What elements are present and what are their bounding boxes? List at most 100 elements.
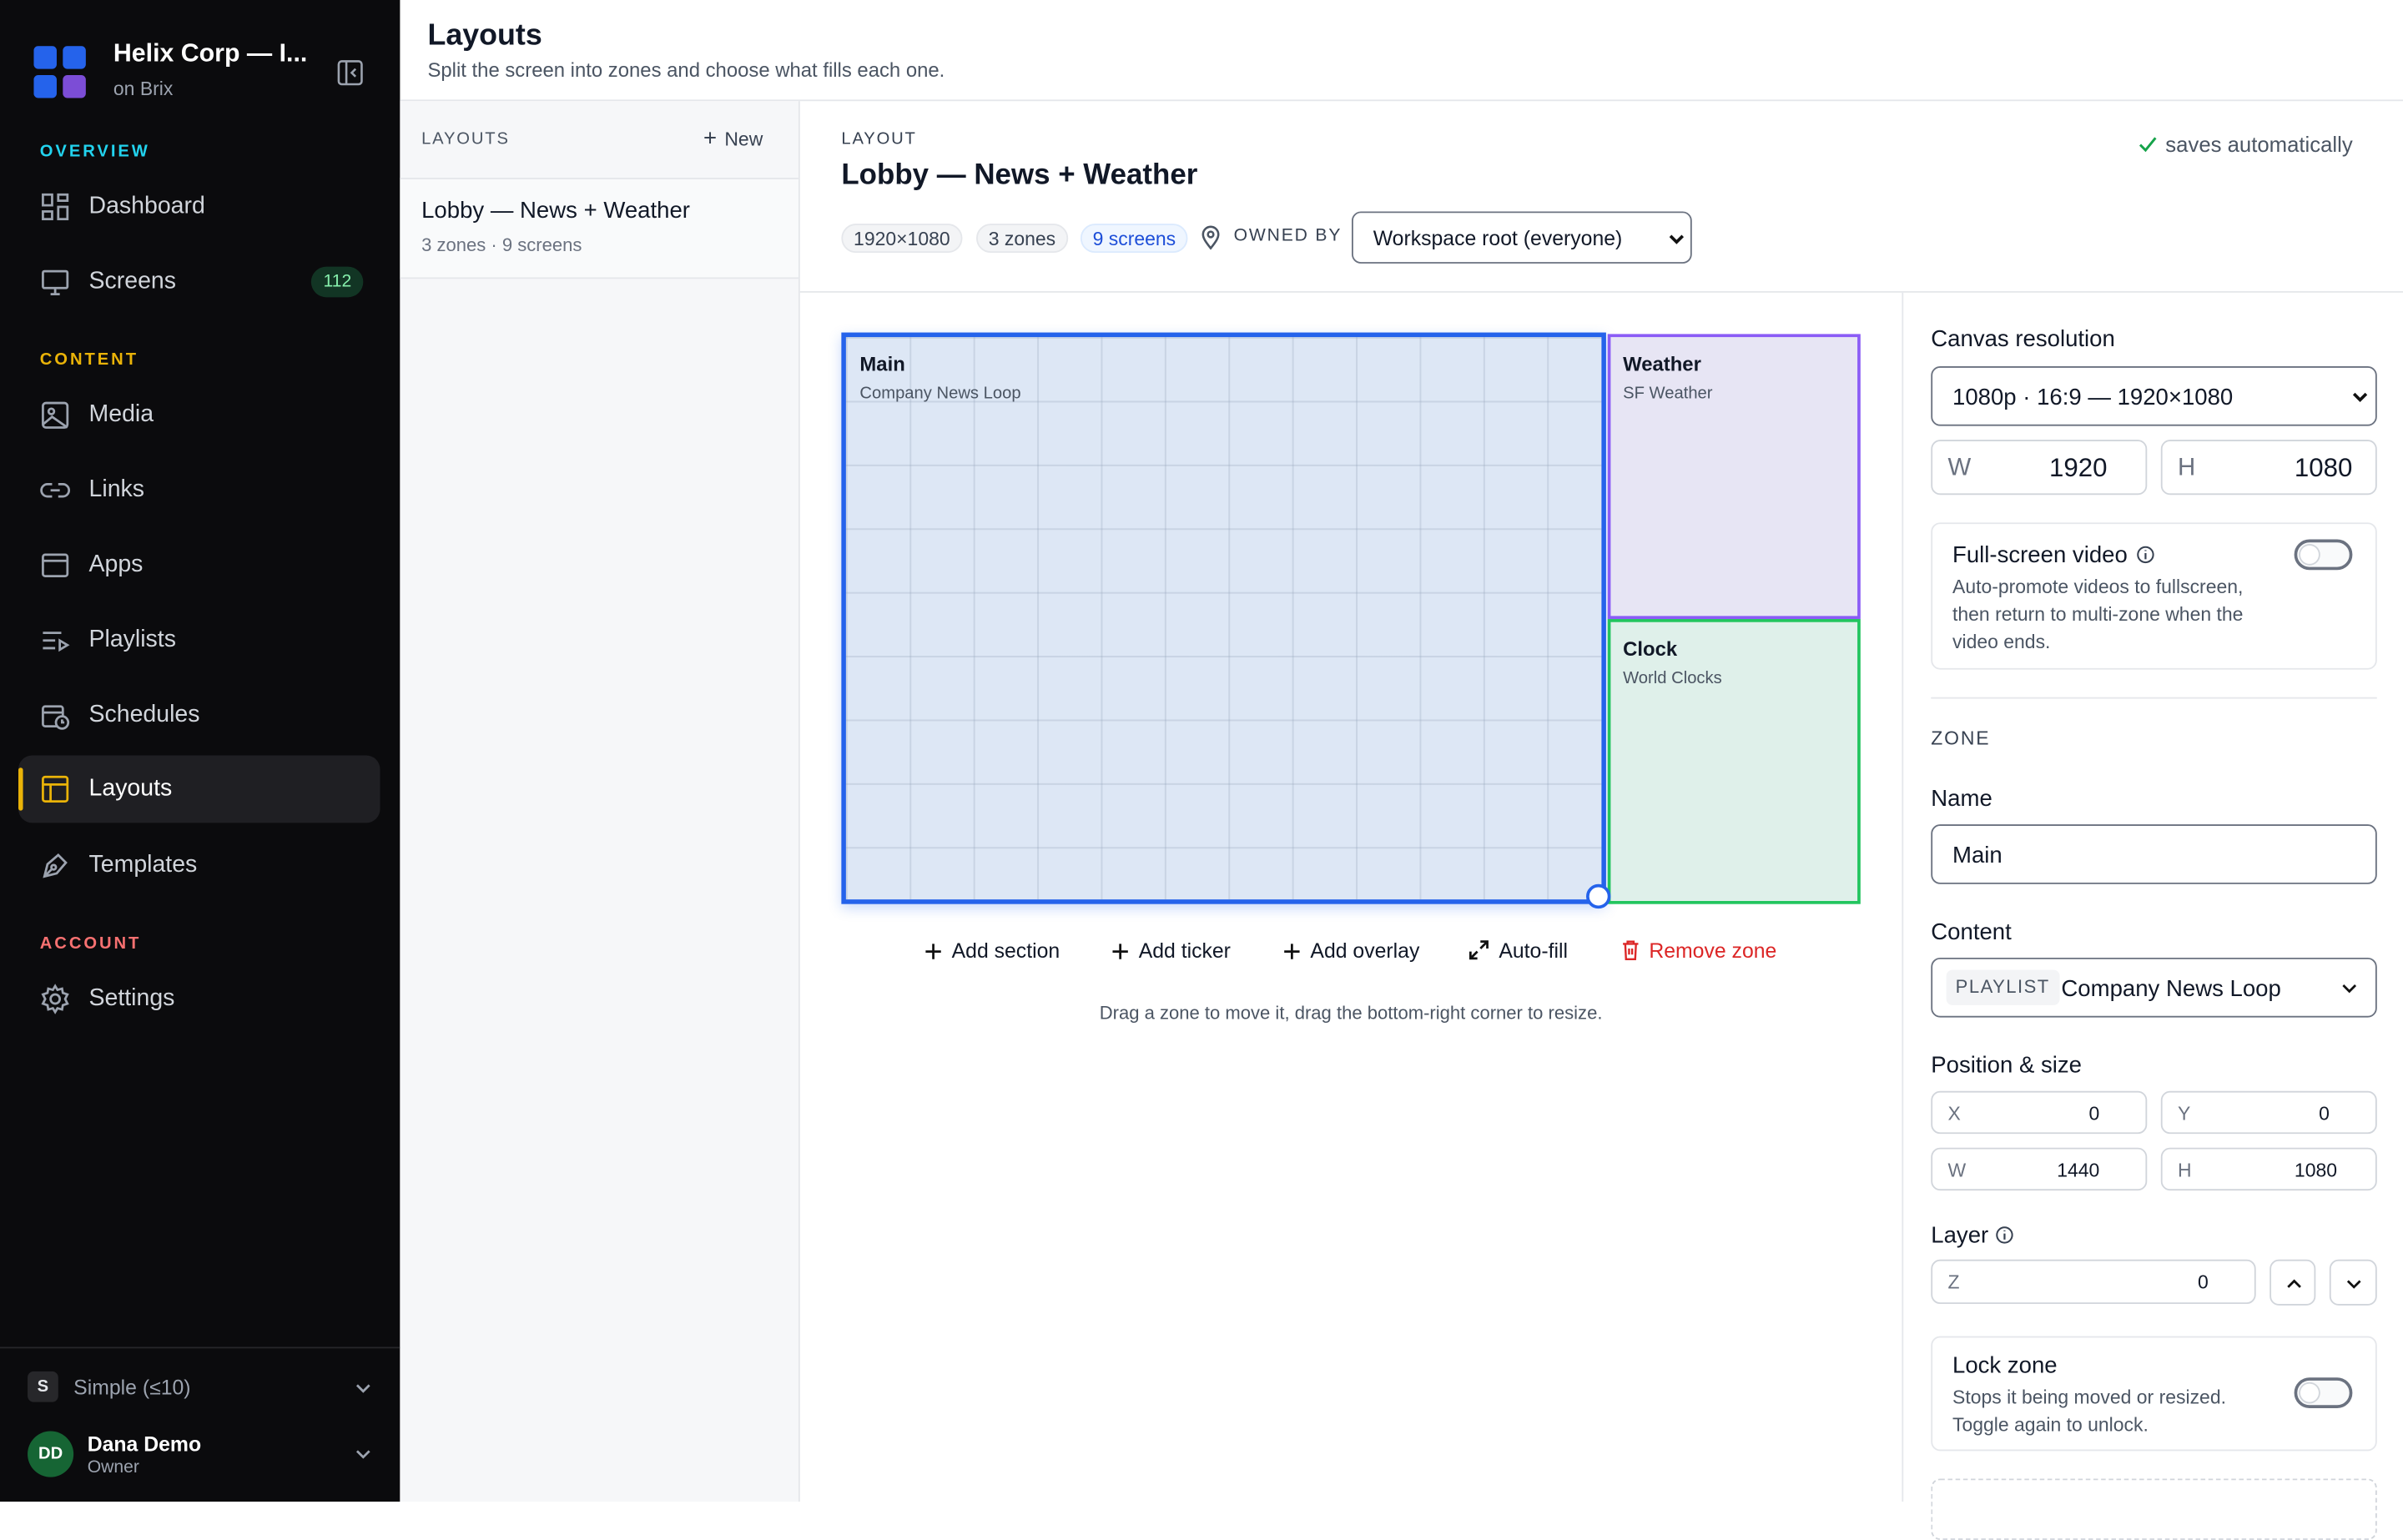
nav-item[interactable]: Links [18, 456, 380, 524]
input-value: 1440 [2057, 1160, 2100, 1182]
field-label: Layer [1931, 1223, 2013, 1249]
layout-list-item[interactable]: Lobby — News + Weather 3 zones · 9 scree… [400, 178, 798, 279]
chip: 3 zones [976, 224, 1068, 254]
card-title-text: Full-screen video [1952, 542, 2128, 569]
page-subtitle: Split the screen into zones and choose w… [427, 58, 945, 82]
canvas-hint: Drag a zone to move it, drag the bottom-… [1099, 1002, 1603, 1024]
input-label: Z [1947, 1271, 1960, 1294]
nav-item[interactable]: Dashboard [18, 174, 380, 241]
content-select[interactable]: PLAYLIST Company News Loop [1931, 957, 2377, 1018]
collapse-button[interactable] [337, 60, 363, 86]
input-label: X [1947, 1103, 1961, 1125]
zone-name: Main [859, 352, 905, 376]
layer-up-button[interactable] [2270, 1259, 2316, 1306]
toggle[interactable] [2294, 1377, 2353, 1408]
nav-item[interactable]: Media [18, 381, 380, 449]
zone-main[interactable]: Main Company News Loop [841, 332, 1606, 904]
nav-label: Media [88, 401, 154, 428]
field-label: Position & size [1931, 1052, 2083, 1080]
add-overlay-button[interactable]: Add overlay [1282, 939, 1420, 963]
add-section-button[interactable]: Add section [924, 939, 1060, 963]
button-label: Auto-fill [1499, 939, 1569, 963]
chevron[interactable] [354, 1447, 372, 1462]
new-layout-button[interactable]: + New [703, 125, 763, 152]
resize-handle[interactable] [1586, 883, 1611, 909]
nav-label: Layouts [88, 775, 173, 802]
lock-card: Lock zone Stops it being moved or resize… [1931, 1336, 2377, 1452]
logo [33, 46, 86, 98]
input-value: Main [1952, 843, 2002, 869]
editor-header [799, 101, 2403, 293]
remove-zone-button[interactable]: Remove zone [1621, 939, 1777, 963]
panel-heading: LAYOUTS [421, 130, 510, 149]
zone-name: Weather [1623, 352, 1701, 376]
nav-item-active[interactable]: Layouts [18, 755, 380, 823]
card-description: Stops it being moved or resized. Toggle … [1952, 1387, 2227, 1437]
card-title: Lock zone [1952, 1352, 2058, 1380]
layout-meta: 3 zones · 9 screens [421, 234, 582, 256]
user-role: Owner [87, 1458, 139, 1477]
zone-clock[interactable]: Clock World Clocks [1607, 619, 1861, 904]
chip[interactable]: 9 screens [1080, 224, 1188, 254]
nav-item[interactable]: Schedules [18, 682, 380, 749]
add-ticker-button[interactable]: Add ticker [1111, 939, 1231, 962]
zone-content: World Clocks [1623, 669, 1722, 688]
nav-item[interactable]: Apps [18, 531, 380, 599]
divider [1902, 292, 1904, 1502]
nav-item[interactable]: Screens 112 [18, 249, 380, 316]
toggle[interactable] [2294, 539, 2353, 571]
nav-label: Screens [88, 268, 176, 294]
input-label: H [2178, 1160, 2192, 1182]
zone-name: Clock [1623, 637, 1678, 661]
name-input[interactable]: Main [1931, 824, 2377, 884]
resolution-select[interactable]: 1080p · 16:9 — 1920×1080 [1931, 365, 2377, 426]
button-label: Add section [951, 939, 1060, 963]
nav-item[interactable]: Settings [18, 965, 380, 1033]
width-input[interactable]: W 1920 [1931, 440, 2148, 496]
select-value: Workspace root (everyone) [1373, 226, 1623, 250]
button-label: Remove zone [1649, 939, 1777, 963]
input-value: 0 [2197, 1271, 2209, 1294]
page-title: Layouts [427, 18, 542, 53]
org-name: Helix Corp — I... [113, 39, 308, 68]
field-label-text: Layer [1931, 1222, 1989, 1249]
save-status: saves automatically [2138, 131, 2353, 157]
owner-select[interactable]: Workspace root (everyone) [1352, 211, 1692, 264]
zone-weather[interactable]: Weather SF Weather [1607, 334, 1861, 620]
field-label: Name [1931, 786, 1992, 813]
eyebrow: LAYOUT [841, 130, 917, 149]
nav-item[interactable]: Playlists [18, 606, 380, 674]
sidebar: Helix Corp — I... on Brix OVERVIEW Dashb… [0, 0, 400, 1502]
auto-fill-button[interactable]: Auto-fill [1468, 939, 1569, 963]
height-input[interactable]: H 1080 [2160, 440, 2377, 496]
fullscreen-card: Full-screen video Auto-promote videos to… [1931, 522, 2377, 670]
plan-label[interactable]: Simple (≤10) [73, 1376, 191, 1399]
divider [0, 1346, 400, 1349]
section-heading: ZONE [1931, 727, 1991, 750]
nav-label: Templates [88, 852, 198, 878]
section-label: OVERVIEW [39, 142, 150, 161]
section-label: CONTENT [39, 350, 139, 370]
input-label: W [1947, 455, 1972, 481]
location-icon [1202, 225, 1220, 250]
input-value: 0 [2088, 1103, 2100, 1125]
select-value: 1080p · 16:9 — 1920×1080 [1952, 385, 2234, 411]
dashed-panel [1931, 1478, 2377, 1540]
nav-badge: 112 [310, 266, 364, 298]
input-value: 0 [2319, 1103, 2330, 1125]
content-kind: PLAYLIST [1946, 969, 2059, 1005]
input-label: W [1947, 1160, 1967, 1182]
w-input[interactable]: W 1440 [1931, 1147, 2148, 1191]
layouts-panel: LAYOUTS + New Lobby — News + Weather 3 zo… [400, 101, 800, 1502]
h-input[interactable]: H 1080 [2160, 1147, 2377, 1191]
layer-down-button[interactable] [2329, 1259, 2377, 1306]
button-label: Add overlay [1310, 939, 1420, 963]
save-text: saves automatically [2165, 131, 2353, 157]
nav-item[interactable]: Templates [18, 832, 380, 899]
zone-content: SF Weather [1623, 385, 1713, 404]
